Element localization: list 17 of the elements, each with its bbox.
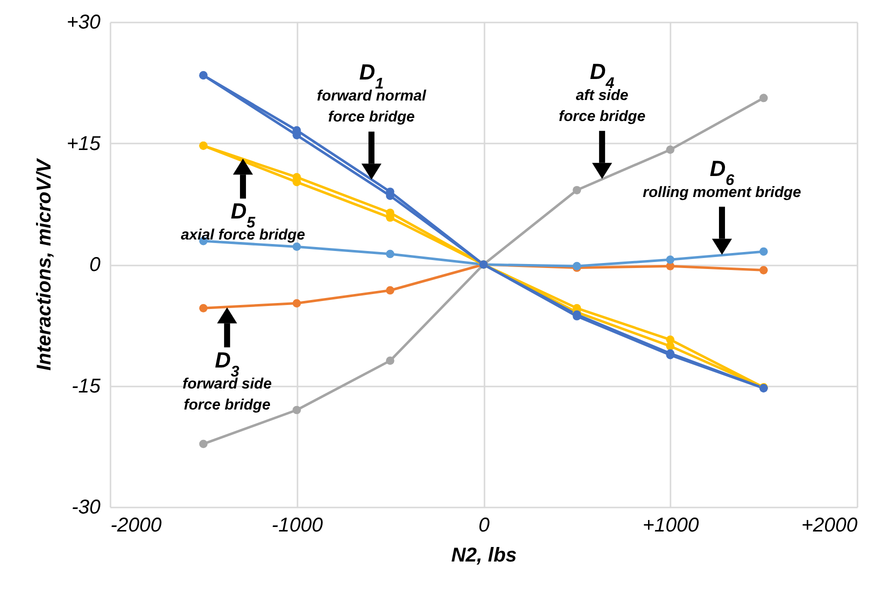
y-tick-label: 0: [89, 254, 100, 276]
x-tick-label: -1000: [272, 514, 323, 536]
annotation: D$_{6}$ rolling moment bridge: [642, 156, 802, 201]
annotation: D$_{1}$ forward normal force bridge: [316, 60, 427, 126]
x-tick-label: +2000: [801, 514, 858, 536]
x-tick-label: +1000: [642, 514, 699, 536]
y-tick-label: -30: [72, 496, 100, 518]
annotation: D$_{3}$ forward side force bridge: [182, 347, 272, 414]
x-tick-label: -2000: [110, 514, 162, 536]
y-tick-label: +30: [66, 12, 100, 34]
x-axis-title: N2, lbs: [451, 544, 517, 566]
y-tick-label: +15: [66, 132, 102, 155]
y-tick-label: -15: [72, 375, 102, 398]
x-tick-label: 0: [478, 514, 490, 536]
annotation: D$_{4}$ aft side force bridge: [558, 58, 646, 125]
annotation: D$_{5}$ axial force bridge: [180, 198, 306, 244]
y-axis-title: Interactions, microV/V: [34, 158, 56, 371]
